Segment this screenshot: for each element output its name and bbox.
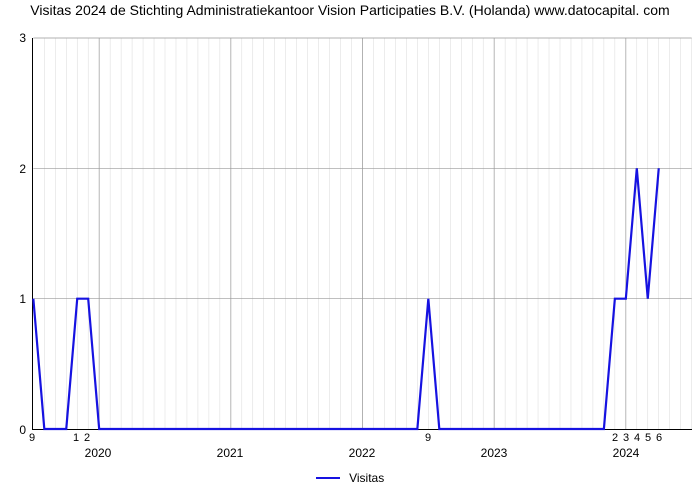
x-year-tick-label: 2022 [349,446,376,460]
legend: Visitas [0,470,700,485]
legend-label: Visitas [349,471,384,485]
x-sparse-tick-label: 6 [656,432,662,444]
plot-area [32,38,692,430]
x-sparse-tick-label: 9 [29,432,35,444]
legend-swatch [316,477,340,479]
y-tick-label: 2 [19,162,26,176]
x-year-tick-label: 2021 [217,446,244,460]
x-sparse-tick-label: 9 [425,432,431,444]
x-sparse-tick-label: 1 [73,432,79,444]
x-sparse-tick-label: 2 [84,432,90,444]
y-tick-label: 3 [19,31,26,45]
x-year-tick-label: 2024 [613,446,640,460]
x-sparse-tick-label: 3 [623,432,629,444]
chart-title: Visitas 2024 de Stichting Administratiek… [0,2,700,19]
y-tick-label: 0 [19,423,26,437]
y-tick-label: 1 [19,292,26,306]
x-sparse-tick-label: 2 [612,432,618,444]
x-sparse-tick-label: 4 [634,432,640,444]
x-year-tick-label: 2020 [85,446,112,460]
x-year-tick-label: 2023 [481,446,508,460]
chart-container: Visitas 2024 de Stichting Administratiek… [0,0,700,500]
plot-svg [33,38,692,429]
x-sparse-tick-label: 5 [645,432,651,444]
